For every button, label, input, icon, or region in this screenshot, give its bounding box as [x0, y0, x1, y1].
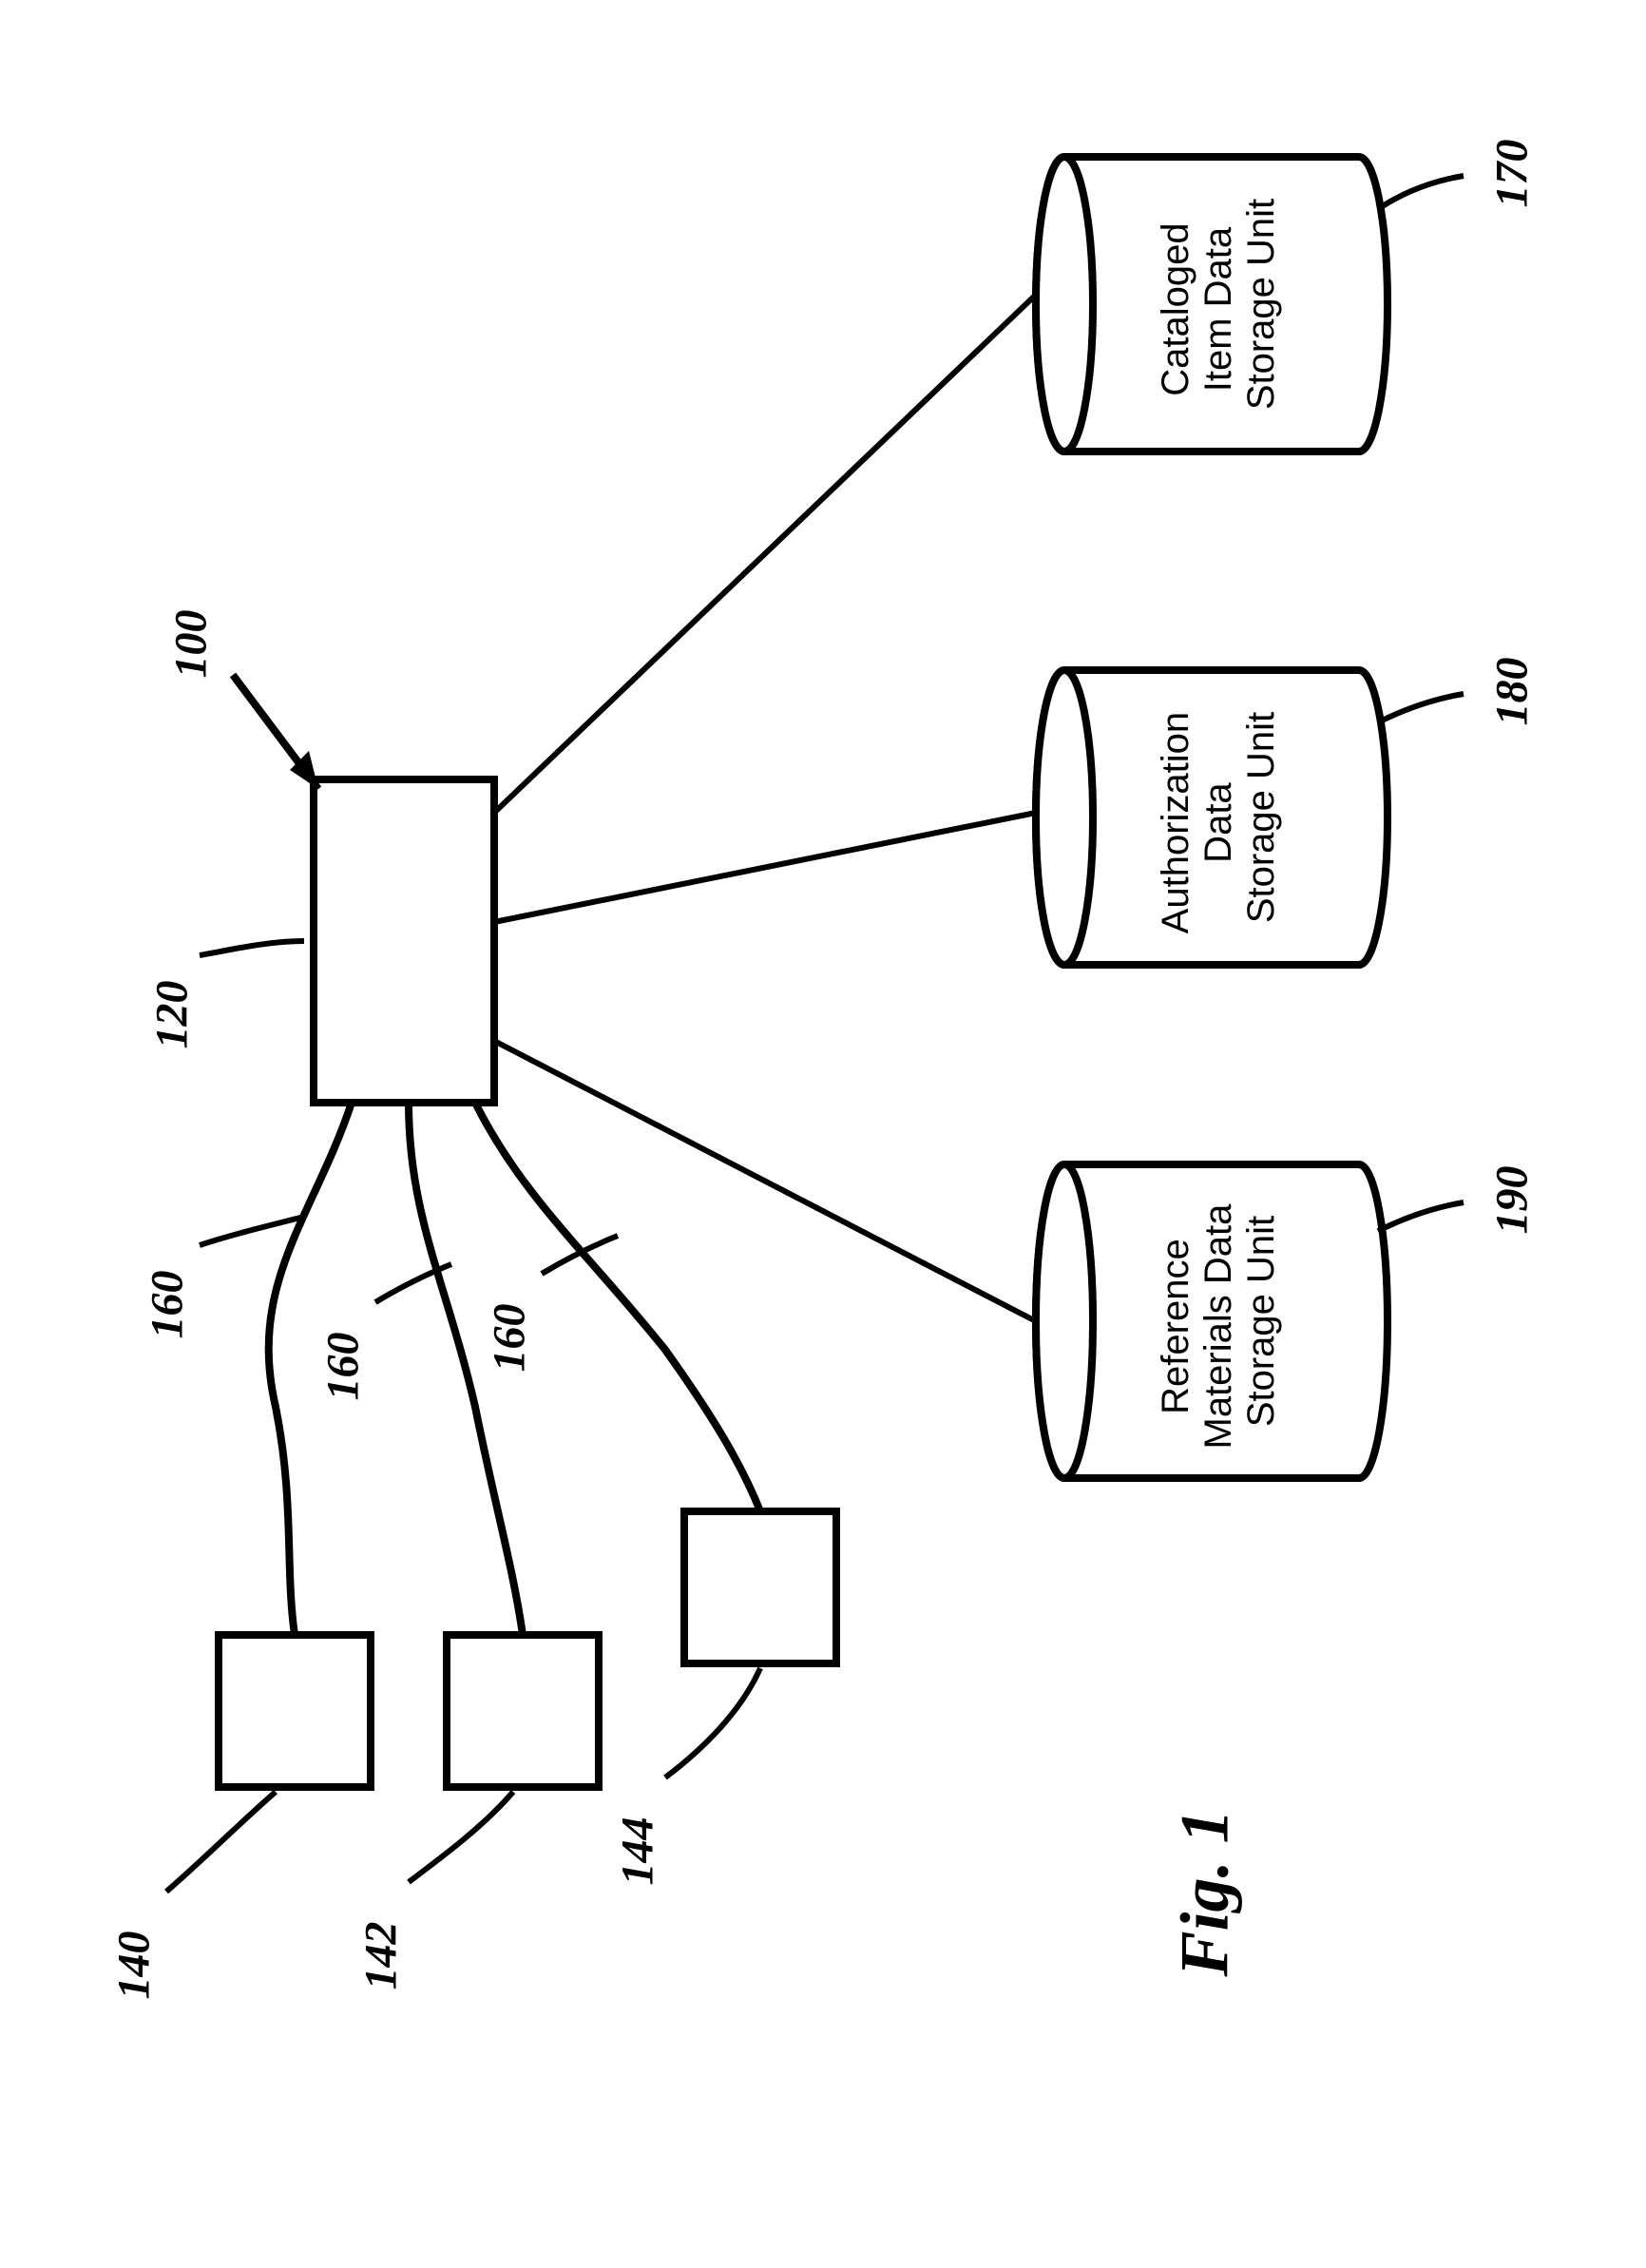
label-100: 100 [165, 610, 218, 679]
label-142: 142 [355, 1922, 408, 1990]
label-160-1: 160 [142, 1271, 194, 1339]
cyl-190-text-2: Materials Data [1197, 1203, 1239, 1450]
label-190: 190 [1486, 1166, 1539, 1235]
cylinder-180: Authorization Data Storage Unit [1036, 670, 1388, 965]
cylinder-170: Cataloged Item Data Storage Unit [1036, 157, 1388, 452]
diagram-svg: Cataloged Item Data Storage Unit Authori… [0, 0, 1646, 2268]
leader-170 [1378, 176, 1464, 209]
client-box-2 [447, 1635, 599, 1787]
cyl-170-text-1: Cataloged [1155, 222, 1196, 395]
connector-to-190 [494, 1041, 1036, 1321]
cyl-190-text-1: Reference [1155, 1239, 1196, 1414]
label-144: 144 [612, 1817, 664, 1886]
connector-to-180 [494, 813, 1036, 922]
leader-190 [1378, 1202, 1464, 1231]
svg-text:Cataloged Item Data: Cataloged Item Data Storage Unit [1155, 199, 1282, 410]
label-180: 180 [1486, 658, 1539, 726]
connector-to-170 [494, 295, 1036, 813]
figure-label: Fig. 1 [1166, 1809, 1245, 1976]
leader-180 [1378, 694, 1464, 722]
client-box-1 [219, 1635, 371, 1787]
leader-142 [409, 1792, 513, 1882]
leader-160-3 [542, 1236, 618, 1274]
cylinder-190: Reference Materials Data Storage Unit [1036, 1164, 1388, 1478]
leader-144 [665, 1668, 760, 1778]
client-box-3 [684, 1511, 836, 1663]
cyl-190-text-3: Storage Unit [1240, 1216, 1282, 1427]
cyl-180-text-1: Authorization [1155, 712, 1196, 933]
label-160-2: 160 [317, 1333, 370, 1401]
label-160-3: 160 [484, 1304, 536, 1373]
label-140: 140 [108, 1932, 161, 2000]
cyl-170-text-3: Storage Unit [1240, 199, 1282, 410]
main-unit-box [314, 779, 494, 1103]
diagram-container: Cataloged Item Data Storage Unit Authori… [0, 0, 1646, 2268]
cyl-180-text-2: Data [1197, 782, 1239, 863]
leader-160-1 [200, 1217, 304, 1245]
cyl-180-text-3: Storage Unit [1240, 712, 1282, 923]
leader-140 [166, 1792, 276, 1892]
label-170: 170 [1486, 140, 1539, 208]
cyl-170-text-2: Item Data [1197, 226, 1239, 392]
label-120: 120 [146, 981, 199, 1049]
leader-120 [200, 941, 304, 955]
svg-text:Reference Materials Da: Reference Materials Data Storage Unit [1155, 1194, 1282, 1450]
